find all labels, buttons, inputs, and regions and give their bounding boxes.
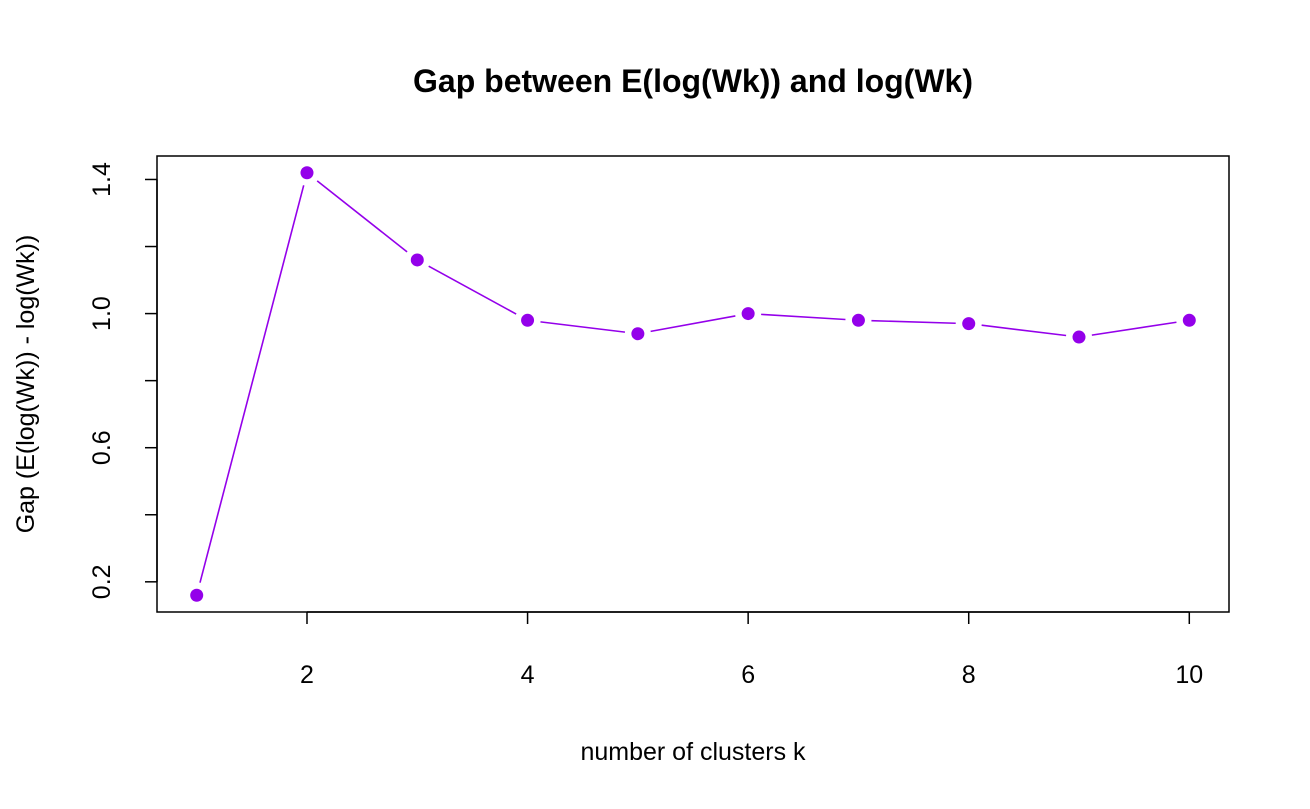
x-tick-label: 6 bbox=[741, 661, 755, 689]
plot-area-box bbox=[156, 155, 1230, 613]
series-line-segment bbox=[650, 315, 736, 333]
data-point bbox=[631, 327, 645, 341]
x-tick-label: 4 bbox=[521, 661, 535, 689]
data-point bbox=[741, 307, 755, 321]
series-line-segment bbox=[540, 321, 626, 333]
x-axis-label: number of clusters k bbox=[580, 738, 806, 766]
data-point bbox=[1072, 330, 1086, 344]
data-point bbox=[410, 253, 424, 267]
series-line-segment bbox=[871, 319, 956, 325]
series-layer bbox=[190, 166, 1196, 602]
x-tick-label: 10 bbox=[1175, 661, 1203, 689]
series-line-segment bbox=[1091, 321, 1177, 336]
series-line-segment bbox=[199, 185, 305, 583]
chart-title: Gap between E(log(Wk)) and log(Wk) bbox=[413, 63, 973, 99]
series-line-segment bbox=[761, 313, 846, 321]
data-point bbox=[190, 588, 204, 602]
y-tick-label: 1.4 bbox=[88, 162, 116, 197]
series-line-segment bbox=[981, 324, 1067, 337]
y-tick-label: 1.0 bbox=[88, 296, 116, 331]
y-tick-label: 0.6 bbox=[88, 430, 116, 465]
data-point bbox=[851, 313, 865, 327]
series-line-segment bbox=[316, 180, 408, 253]
y-axis: 0.2 0.6 1.0 1.4 bbox=[88, 162, 158, 599]
data-point bbox=[1182, 313, 1196, 327]
data-point bbox=[521, 313, 535, 327]
data-point bbox=[962, 317, 976, 331]
series-line-segment bbox=[428, 265, 517, 315]
data-point bbox=[300, 166, 314, 180]
y-axis-label: Gap (E(log(Wk)) - log(Wk)) bbox=[12, 235, 40, 534]
x-tick-label: 2 bbox=[300, 661, 314, 689]
x-tick-label: 8 bbox=[962, 661, 976, 689]
y-tick-label: 0.2 bbox=[88, 564, 116, 599]
x-axis: 2 4 6 8 10 bbox=[300, 611, 1203, 689]
